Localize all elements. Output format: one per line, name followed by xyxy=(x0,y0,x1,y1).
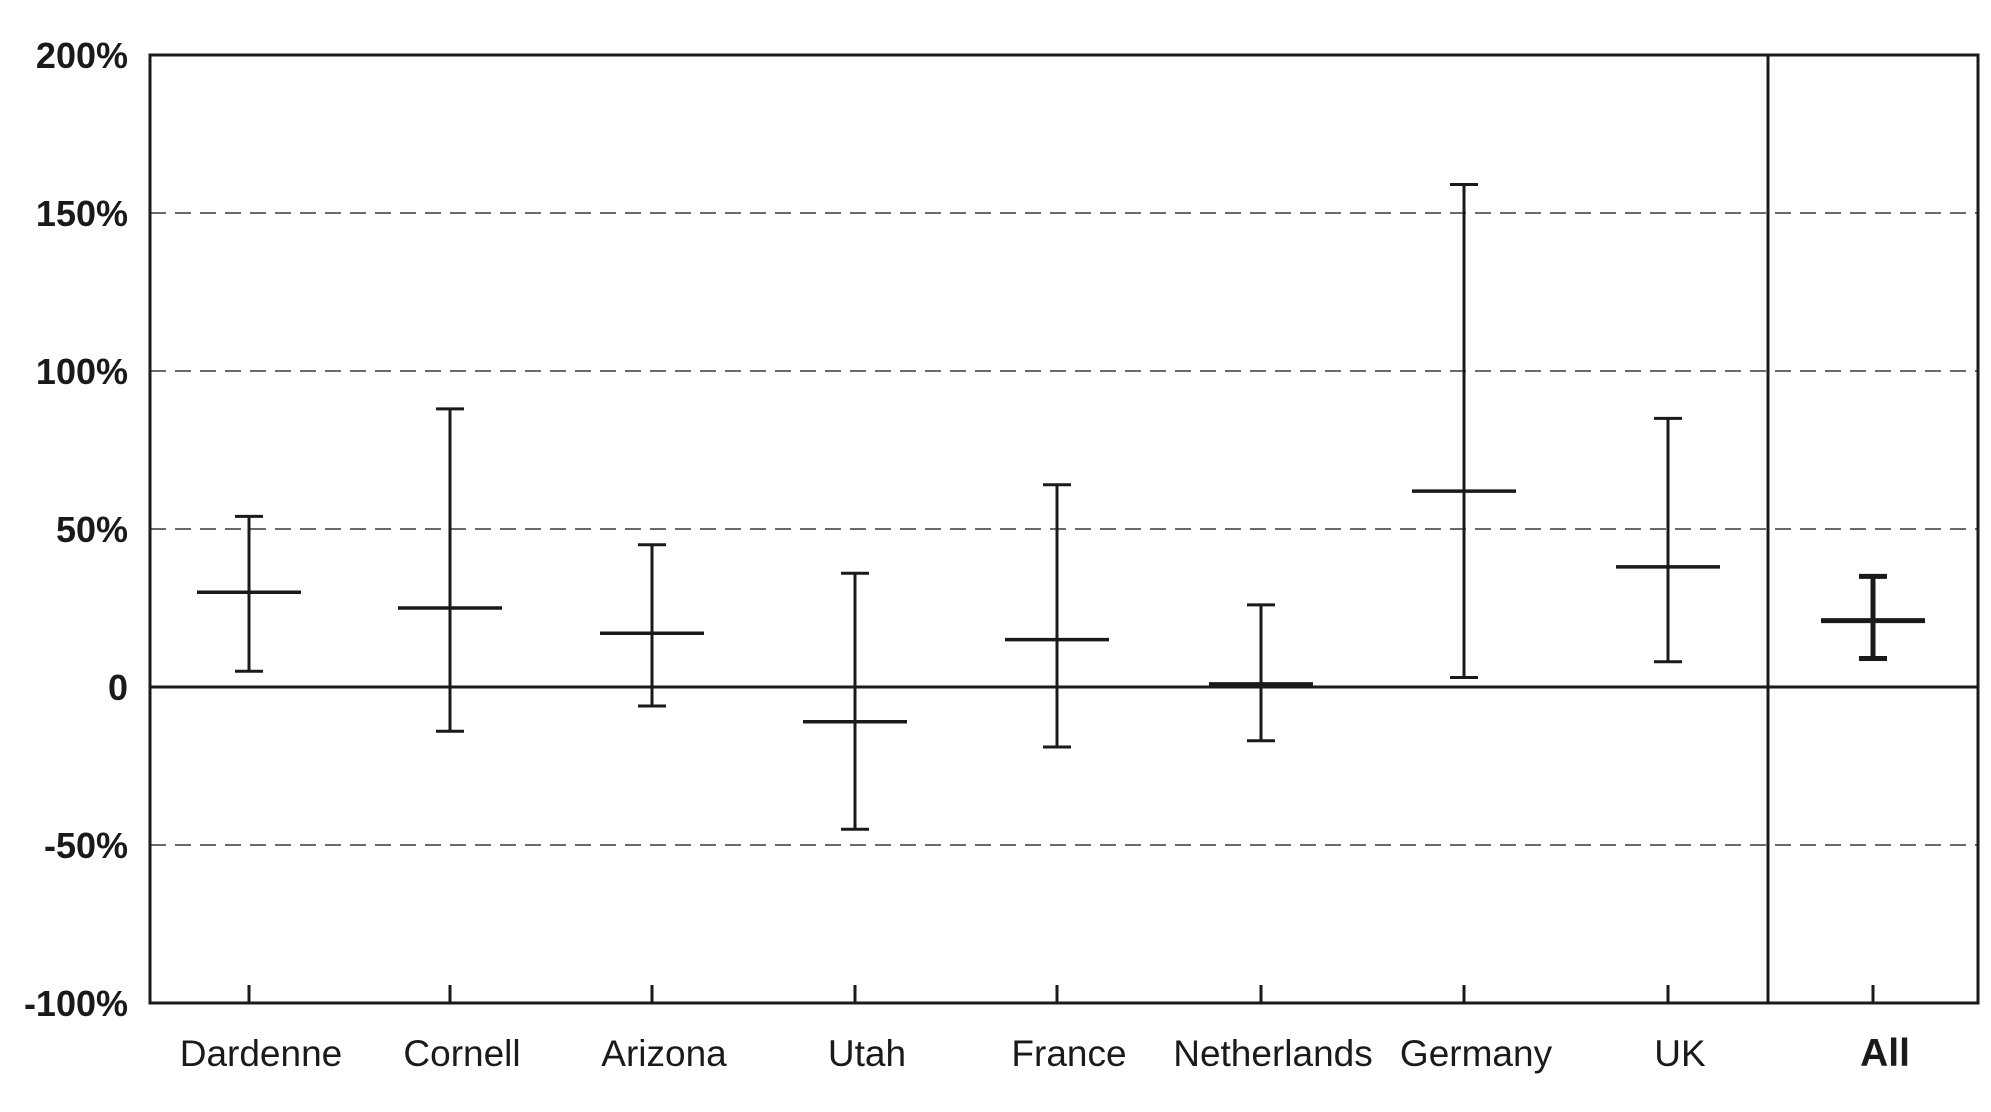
x-tick-label: Dardenne xyxy=(180,1033,343,1074)
labels-layer: 200% 150% 100% 50% 0 -50% -100% Dardenne Cornell… xyxy=(24,35,1910,1075)
x-tick-label: Germany xyxy=(1400,1033,1553,1074)
axes-layer xyxy=(148,53,1980,1005)
y-tick-label: 150% xyxy=(36,193,128,234)
y-tick-label: 100% xyxy=(36,351,128,392)
bars-layer xyxy=(197,183,1925,831)
x-tick-label: Utah xyxy=(828,1033,906,1074)
y-tick-label: 0 xyxy=(108,667,128,708)
x-tick-label: All xyxy=(1860,1032,1910,1075)
plot-frame xyxy=(148,53,1980,1005)
y-tick-label: 200% xyxy=(36,35,128,76)
x-tick-label: Arizona xyxy=(601,1033,727,1074)
x-tick-label: UK xyxy=(1654,1033,1706,1074)
y-tick-label: 50% xyxy=(56,509,128,550)
y-tick-label: -100% xyxy=(24,983,128,1024)
x-tick-label: Cornell xyxy=(403,1033,520,1074)
y-tick-label: -50% xyxy=(44,825,128,866)
x-tick-label: Netherlands xyxy=(1173,1033,1373,1074)
grid-layer xyxy=(150,212,1978,846)
x-tick-label: France xyxy=(1011,1033,1126,1074)
